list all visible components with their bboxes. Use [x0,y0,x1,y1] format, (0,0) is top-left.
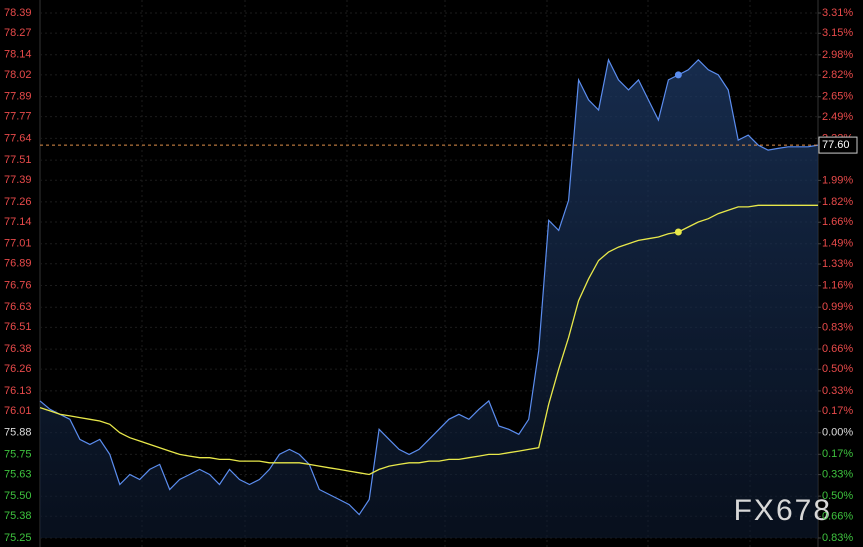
y2-tick-label: 1.82% [822,196,853,208]
y2-tick-label: 2.49% [822,111,853,123]
y-tick-label: 76.38 [4,343,32,355]
y2-tick-label: 1.49% [822,238,853,250]
y-tick-label: 77.26 [4,196,32,208]
hover-marker [674,228,682,236]
y-tick-label: 75.75 [4,448,32,460]
watermark: FX678 [734,494,832,527]
y-tick-label: 75.38 [4,510,32,522]
y2-tick-label: 2.65% [822,91,853,103]
y2-tick-label: 0.83% [822,532,853,544]
series-line [39,204,818,476]
y-tick-label: 77.01 [4,238,32,250]
y2-tick-label: 1.16% [822,280,853,292]
y2-tick-label: 1.33% [822,258,853,270]
y-tick-label: 78.27 [4,27,32,39]
y2-tick-label: 0.66% [822,343,853,355]
y-tick-label: 76.13 [4,385,32,397]
y-tick-label: 78.14 [4,49,32,61]
y-tick-label: 78.39 [4,7,32,19]
current-price-box [818,136,858,154]
y-tick-label: 75.88 [4,427,32,439]
y-tick-label: 75.50 [4,490,32,502]
y-tick-label: 76.01 [4,405,32,417]
y2-tick-label: 1.66% [822,216,853,228]
y-tick-label: 77.77 [4,111,32,123]
current-price-label: 77.60 [822,139,850,151]
y-tick-label: 78.02 [4,69,32,81]
y2-tick-label: 0.17% [822,448,853,460]
y-tick-label: 75.63 [4,468,32,480]
y2-tick-label: 0.33% [822,469,853,481]
series-line [39,57,819,516]
hover-marker [674,71,682,79]
y2-tick-label: 0.50% [822,490,853,502]
y-tick-label: 77.39 [4,174,32,186]
y2-tick-label: 0.33% [822,385,853,397]
y-tick-label: 76.89 [4,258,32,270]
y-tick-label: 76.76 [4,279,32,291]
y-tick-label: 76.63 [4,301,32,313]
y-tick-label: 77.51 [4,154,32,166]
y2-tick-label: 0.00% [822,427,853,439]
y2-tick-label: 0.83% [822,321,853,333]
y2-tick-label: 3.31% [822,7,853,19]
y-tick-label: 76.51 [4,321,32,333]
price-area [40,59,818,539]
y-tick-label: 77.89 [4,91,32,103]
y2-tick-label: 0.17% [822,405,853,417]
y2-tick-label: 3.15% [822,27,853,39]
y2-tick-label: 0.66% [822,510,853,522]
y2-tick-label: 2.98% [822,49,853,61]
y2-tick-label: 0.99% [822,301,853,313]
y2-tick-label: 0.50% [822,363,853,375]
y-tick-label: 77.14 [4,216,32,228]
y2-tick-label: 2.82% [822,69,853,81]
y-tick-label: 77.64 [4,132,32,144]
y-tick-label: 75.25 [4,532,32,544]
y2-tick-label: 1.99% [822,174,853,186]
y-tick-label: 76.26 [4,363,32,375]
